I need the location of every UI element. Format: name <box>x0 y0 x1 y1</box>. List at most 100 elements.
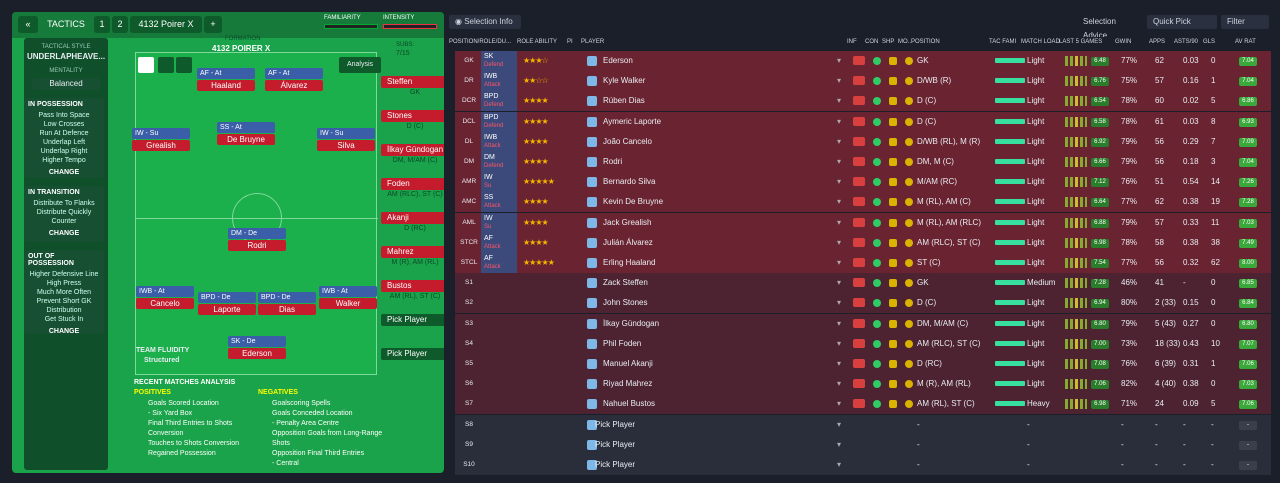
change-in-transition-button[interactable]: CHANGE <box>48 230 80 237</box>
chevron-down-icon[interactable]: ▾ <box>837 278 842 288</box>
table-row[interactable]: S3 İlkay Gündogan ▾ 6.80 DM, M/AM (C) Light 79… <box>455 313 1271 334</box>
column-header[interactable]: PI <box>567 39 573 45</box>
sub-slot[interactable]: Bustos AM (RL), ST (C) <box>381 280 444 300</box>
player-name[interactable]: Ederson <box>603 56 633 65</box>
chevron-down-icon[interactable]: ▾ <box>837 258 842 267</box>
table-row[interactable]: AMR IW Su ★★★★★ Bernardo Silva ▾ 7.12 M/AM (RC)… <box>455 172 1271 193</box>
pitch-player[interactable]: SK - De Ederson <box>228 336 286 359</box>
sub-name[interactable]: Stones <box>381 110 444 122</box>
pitch-player[interactable]: DM - De Rodri <box>228 228 286 251</box>
table-row[interactable]: DCR BPD Defend ★★★★ Rúben Dias ▾ 6.54 D (C) Ligh… <box>455 91 1271 112</box>
column-header[interactable]: MO... <box>898 39 913 45</box>
player-name[interactable]: Pick Player <box>595 419 636 429</box>
table-row[interactable]: S1 Zack Steffen ▾ 7.28 GK Medium 46% 41 - 0 6.85 <box>455 273 1271 294</box>
player-name[interactable]: Haaland <box>197 80 255 91</box>
player-role[interactable]: SK - De <box>228 336 286 347</box>
player-name[interactable]: Phil Foden <box>603 338 642 348</box>
chevron-down-icon[interactable]: ▾ <box>837 460 842 469</box>
role-block[interactable]: IWB Attack <box>481 131 517 152</box>
selection-info-select[interactable]: ◉ Selection Info <box>449 15 521 29</box>
player-name[interactable]: Rodri <box>228 240 286 251</box>
chevron-down-icon[interactable]: ▾ <box>837 419 842 429</box>
chevron-down-icon[interactable]: ▾ <box>837 197 842 207</box>
sub-name[interactable]: Pick Player <box>381 314 444 326</box>
table-row[interactable]: AML IW Su ★★★★ Jack Grealish ▾ 6.88 M (RL), AM … <box>455 212 1271 233</box>
player-name[interactable]: Cancelo <box>136 298 194 309</box>
column-header[interactable]: AV RAT <box>1235 39 1256 45</box>
tactic-slot-1[interactable]: 1 <box>94 16 110 33</box>
player-name[interactable]: Jack Grealish <box>603 217 652 227</box>
player-name[interactable]: Walker <box>319 298 377 309</box>
table-row[interactable]: DR IWB Attack ★★☆☆ Kyle Walker ▾ 6.76 D/WB (R) L… <box>455 71 1271 92</box>
player-name[interactable]: İlkay Gündogan <box>603 318 660 328</box>
player-name[interactable]: Rúben Dias <box>603 96 645 106</box>
role-block[interactable]: AF Attack <box>481 253 517 273</box>
player-name[interactable]: Laporte <box>198 304 256 315</box>
formation-name[interactable]: 4132 POIRER X <box>212 44 271 53</box>
back-button[interactable]: « <box>18 16 38 33</box>
selection-advice-button[interactable]: Selection Advice <box>1077 15 1143 40</box>
player-role[interactable]: IWB - At <box>136 286 194 297</box>
table-row[interactable]: GK SK Defend ★★★☆ Ederson ▾ 6.48 GK Light 77% 62 0.… <box>455 51 1271 71</box>
change-out-of-possession-button[interactable]: CHANGE <box>48 328 80 335</box>
chevron-down-icon[interactable]: ▾ <box>837 116 842 126</box>
sub-slot[interactable]: Mahrez M (R), AM (RL) <box>381 246 444 266</box>
chevron-down-icon[interactable]: ▾ <box>837 237 842 247</box>
column-header[interactable]: PLAYER <box>581 39 605 45</box>
column-header[interactable]: ROLE ABILITY <box>517 39 558 45</box>
role-block[interactable]: IW Su <box>481 172 517 193</box>
table-row[interactable]: S8 Pick Player ▾ - - - - - - - <box>455 414 1271 435</box>
chevron-down-icon[interactable]: ▾ <box>837 379 842 389</box>
table-row[interactable]: S2 John Stones ▾ 6.94 D (C) Light 80% 2 (33) 0.1… <box>455 293 1271 314</box>
column-header[interactable]: CON <box>865 39 879 45</box>
sub-slot[interactable]: Foden AM (RLC), ST (C) <box>381 178 444 198</box>
player-name[interactable]: Álvarez <box>265 80 323 91</box>
pitch-player[interactable]: AF - At Haaland <box>197 68 255 91</box>
chevron-down-icon[interactable]: ▾ <box>837 136 842 146</box>
sub-slot[interactable]: Akanji D (RC) <box>381 212 444 232</box>
chevron-down-icon[interactable]: ▾ <box>837 96 842 106</box>
change-in-possession-button[interactable]: CHANGE <box>48 169 80 176</box>
tactic-name-select[interactable]: 4132 Poirer X <box>130 16 202 33</box>
player-name[interactable]: Aymeric Laporte <box>603 116 662 126</box>
player-name[interactable]: João Cancelo <box>603 136 652 146</box>
chevron-down-icon[interactable]: ▾ <box>837 217 842 227</box>
style-select[interactable]: UNDERLAPHEAVE... <box>26 52 106 61</box>
stats-icon[interactable] <box>158 57 174 73</box>
pitch-player[interactable]: BPD - De Laporte <box>198 292 256 315</box>
column-header[interactable]: ASTS/90 <box>1174 39 1199 45</box>
role-block[interactable]: IW Su <box>481 212 517 233</box>
player-name[interactable]: Riyad Mahrez <box>603 379 653 389</box>
player-name[interactable]: Kevin De Bruyne <box>603 197 664 207</box>
player-name[interactable]: Pick Player <box>595 439 636 449</box>
chevron-down-icon[interactable]: ▾ <box>837 298 842 308</box>
column-header[interactable]: INF <box>847 39 857 45</box>
player-name[interactable]: Silva <box>317 140 375 151</box>
player-name[interactable]: Rodri <box>603 157 623 166</box>
chevron-down-icon[interactable]: ▾ <box>837 399 842 409</box>
sub-slot[interactable]: Pick Player <box>381 314 444 327</box>
add-tactic-button[interactable]: + <box>204 16 222 33</box>
sub-name[interactable]: Akanji <box>381 212 444 224</box>
player-name[interactable]: Zack Steffen <box>603 278 648 288</box>
table-row[interactable]: S5 Manuel Akanji ▾ 7.08 D (RC) Light 76% 6 (39)… <box>455 354 1271 374</box>
table-row[interactable]: DM DM Defend ★★★★ Rodri ▾ 6.66 DM, M (C) Light 79… <box>455 152 1271 172</box>
pitch-player[interactable]: IWB - At Walker <box>319 286 377 309</box>
pitch-player[interactable]: SS - At De Bruyne <box>217 122 275 145</box>
player-role[interactable]: AF - At <box>197 68 255 79</box>
column-header[interactable]: MATCH LOAD <box>1021 39 1060 45</box>
table-row[interactable]: S10 Pick Player ▾ - - - - - - - <box>455 455 1271 475</box>
table-row[interactable]: S4 Phil Foden ▾ 7.00 AM (RLC), ST (C) Light 73… <box>455 333 1271 354</box>
column-header[interactable]: APPS <box>1149 39 1166 45</box>
player-name[interactable]: Ederson <box>228 348 286 359</box>
sub-slot[interactable]: Steffen GK <box>381 76 444 96</box>
player-name[interactable]: Kyle Walker <box>603 76 646 86</box>
column-header[interactable]: GWIN <box>1115 39 1132 45</box>
table-row[interactable]: S7 Nahuel Bustos ▾ 6.98 AM (RL), ST (C) Heavy… <box>455 394 1271 415</box>
role-block[interactable]: DM Defend <box>481 152 517 172</box>
role-block[interactable]: BPD Defend <box>481 111 517 132</box>
role-block[interactable]: BPD Defend <box>481 91 517 112</box>
player-name[interactable]: Manuel Akanji <box>603 359 653 368</box>
column-header[interactable]: SHP <box>882 39 895 45</box>
player-name[interactable]: Dias <box>258 304 316 315</box>
